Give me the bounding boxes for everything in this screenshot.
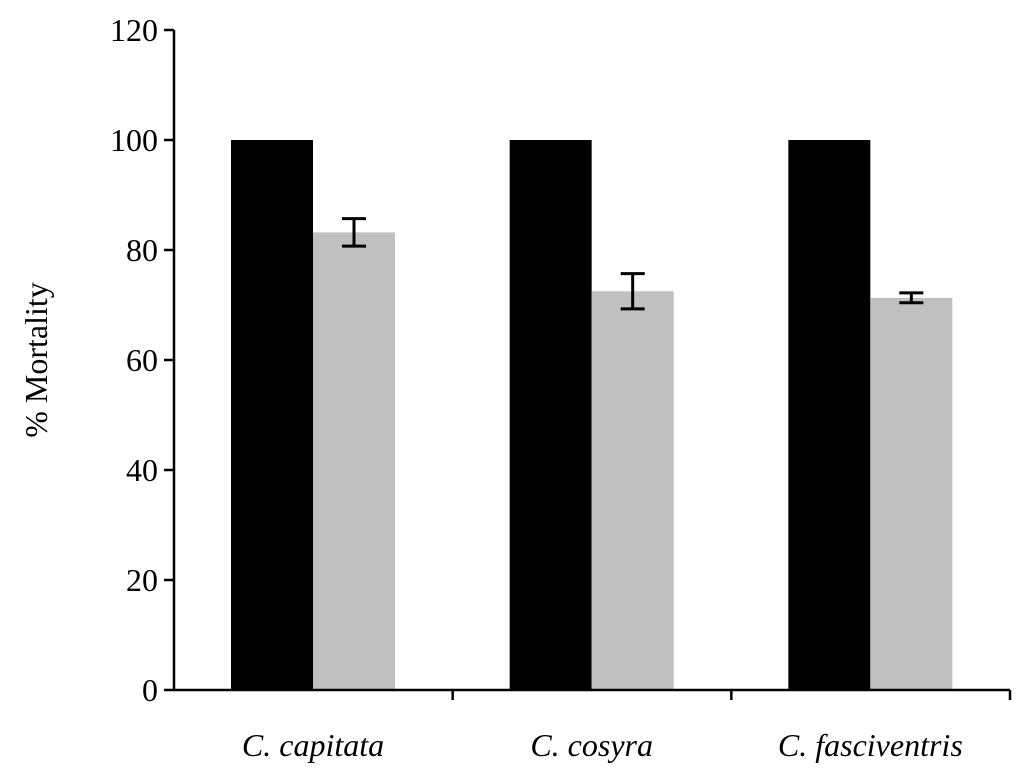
y-tick-label: 40 bbox=[126, 452, 158, 488]
bars bbox=[231, 140, 953, 690]
y-tick-label: 0 bbox=[142, 672, 158, 708]
y-tick-label: 20 bbox=[126, 562, 158, 598]
bar bbox=[231, 140, 313, 690]
error-bars bbox=[342, 217, 924, 311]
y-tick-label: 100 bbox=[110, 122, 158, 158]
bar bbox=[313, 232, 395, 690]
bar bbox=[870, 297, 953, 690]
y-axis-ticks: 0 20 40 60 80 100 120 bbox=[110, 12, 174, 708]
bar bbox=[591, 291, 674, 690]
y-tick-label: 60 bbox=[126, 342, 158, 378]
axes bbox=[172, 30, 1010, 692]
x-category-label: C. cosyra bbox=[530, 727, 653, 763]
y-axis-title: % Mortality bbox=[18, 282, 54, 438]
x-category-label: C. fasciventris bbox=[778, 727, 963, 763]
x-category-label: C. capitata bbox=[242, 727, 384, 763]
bar bbox=[788, 140, 871, 690]
y-tick-label: 120 bbox=[110, 12, 158, 48]
x-axis-categories: C. capitata C. cosyra C. fasciventris bbox=[242, 690, 1012, 763]
bar bbox=[509, 140, 592, 690]
y-tick-label: 80 bbox=[126, 232, 158, 268]
